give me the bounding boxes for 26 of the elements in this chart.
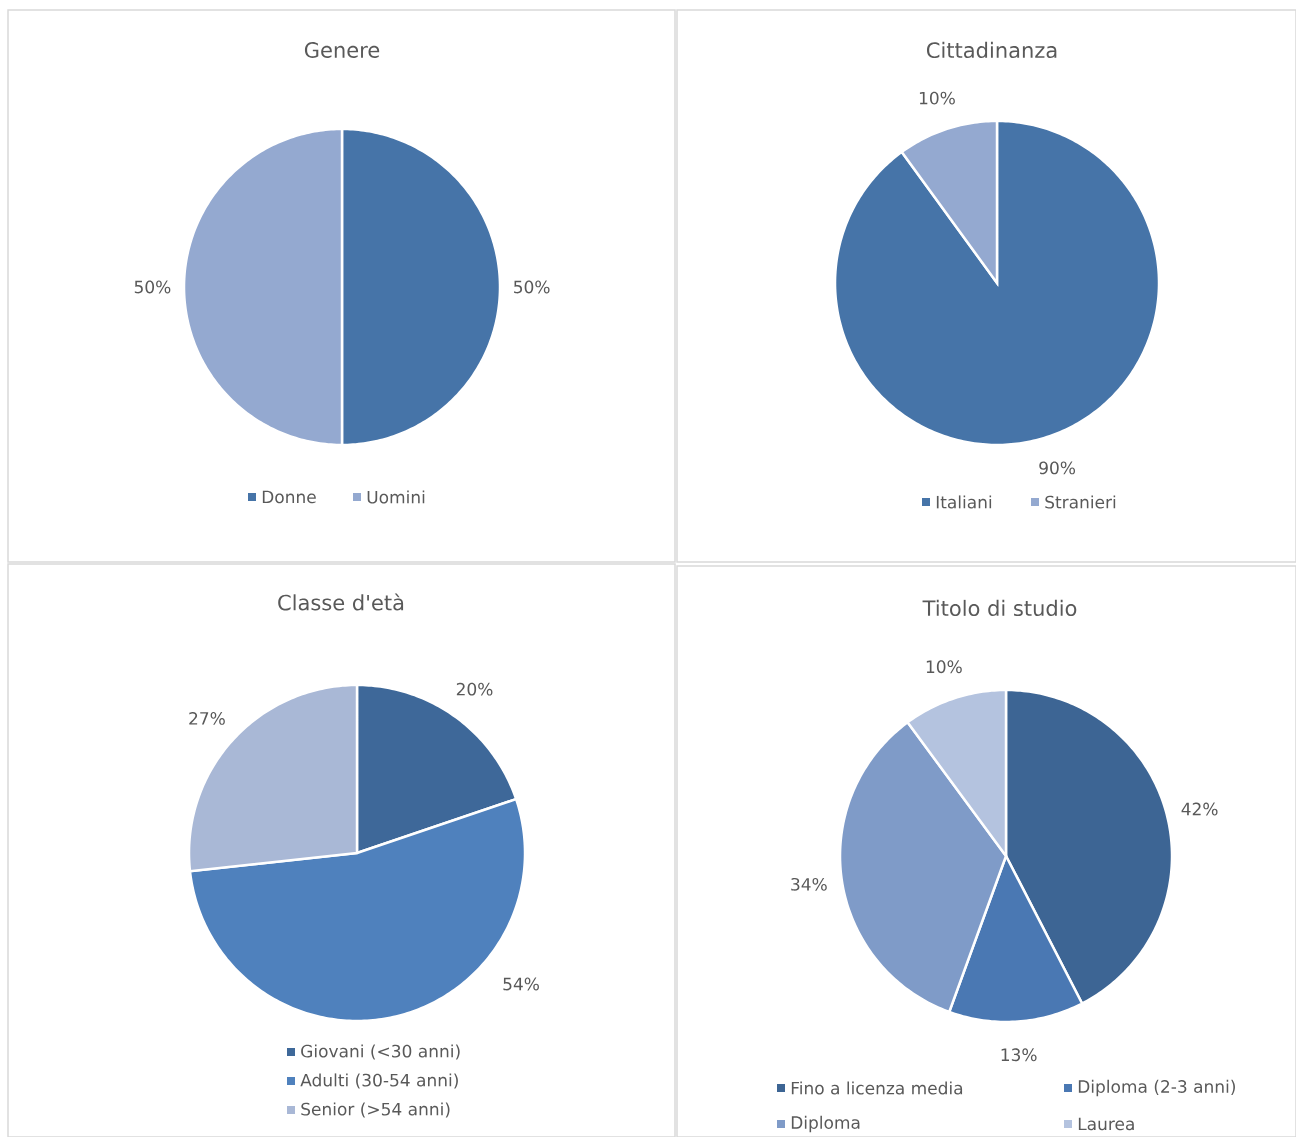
legend-label: Diploma xyxy=(791,1115,860,1133)
data-label: 20% xyxy=(456,682,493,696)
legend-label: Adulti (30-54 anni) xyxy=(300,1073,458,1089)
legend-label: Stranieri xyxy=(1045,495,1116,509)
data-label: 34% xyxy=(791,877,827,891)
legend-label: Donne xyxy=(262,490,316,504)
legend-label: Uomini xyxy=(367,490,425,504)
data-label: 13% xyxy=(1001,1048,1037,1062)
data-label: 90% xyxy=(1039,461,1076,475)
chart-title: Cittadinanza xyxy=(926,41,1057,59)
data-label: 10% xyxy=(926,660,962,674)
legend-label: Fino a licenza media xyxy=(791,1081,963,1095)
legend-label: Laurea xyxy=(1078,1117,1134,1131)
legend-label: Italiani xyxy=(936,495,992,509)
chart-title: Classe d'età xyxy=(278,593,404,611)
data-label: 10% xyxy=(919,91,955,105)
legend-label: Giovani (<30 anni) xyxy=(301,1044,460,1060)
data-label: 54% xyxy=(503,977,539,991)
data-label: 27% xyxy=(189,711,225,725)
data-label: 50% xyxy=(514,280,550,294)
chart-title: Titolo di studio xyxy=(922,599,1077,617)
data-label: 50% xyxy=(134,280,171,294)
chart-title: Genere xyxy=(304,42,380,58)
legend-label: Diploma (2-3 anni) xyxy=(1078,1079,1235,1097)
legend-label: Senior (>54 anni) xyxy=(301,1102,450,1118)
data-label: 42% xyxy=(1181,802,1218,816)
